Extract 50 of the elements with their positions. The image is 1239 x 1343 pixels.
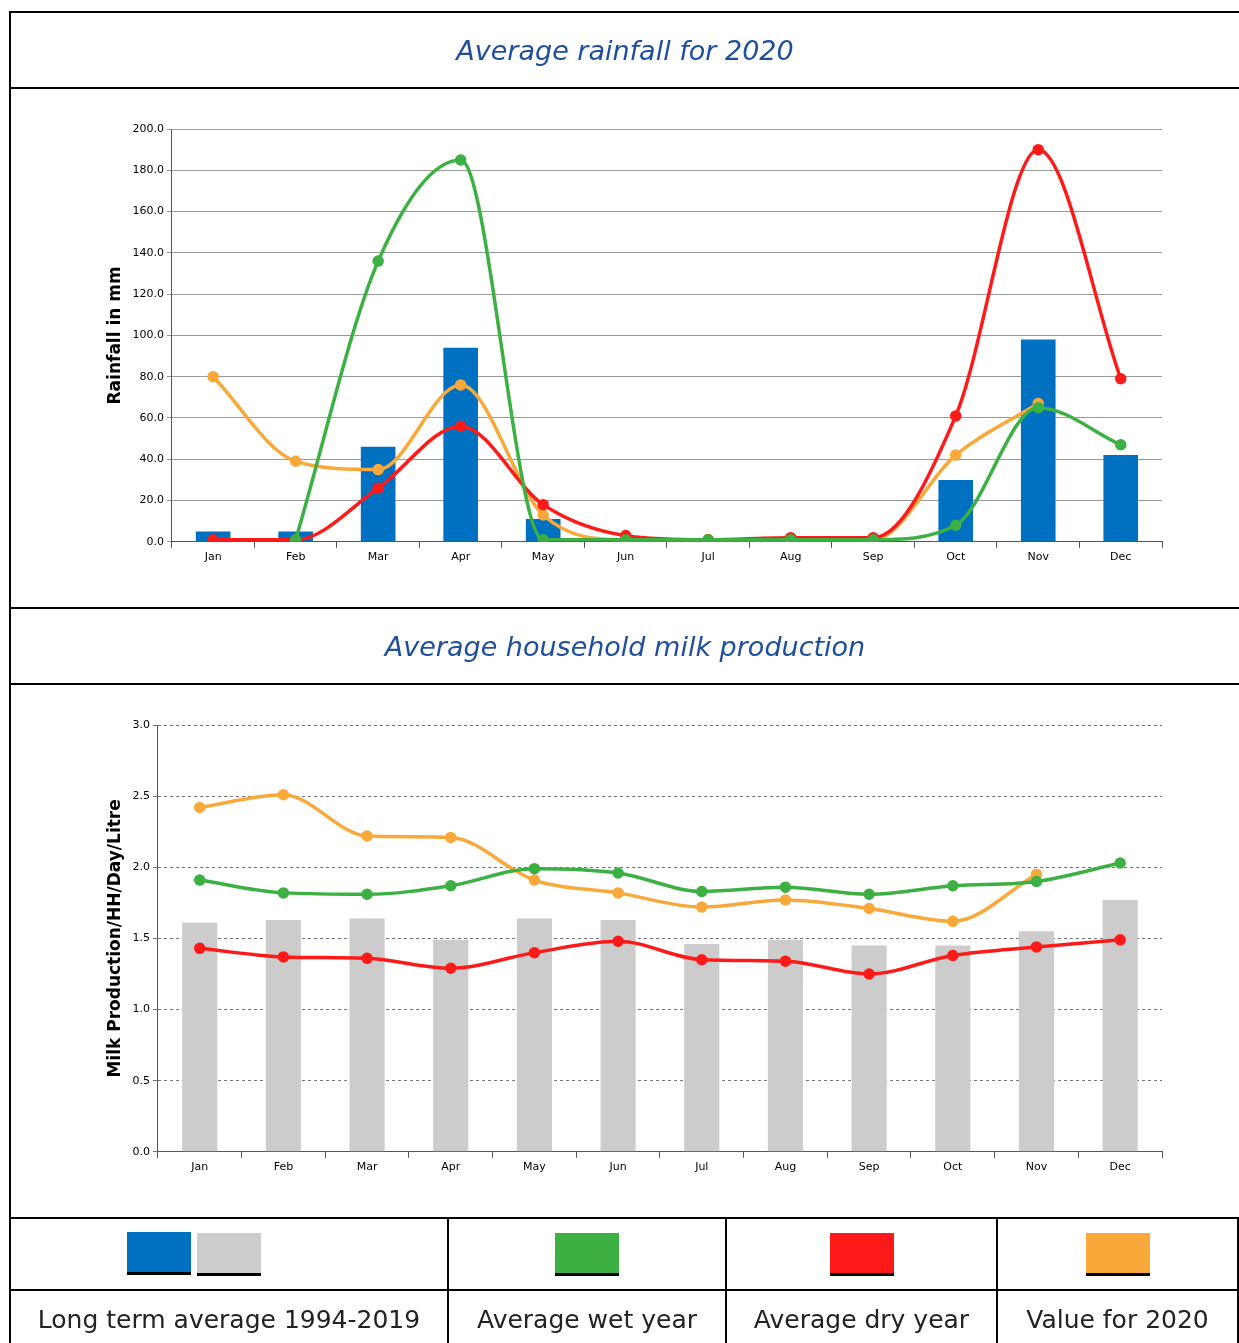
x-tick-label: Mar — [356, 1160, 378, 1174]
x-tick-label: Oct — [946, 550, 966, 564]
y-axis-title: Milk Production/HH/Day/Litre — [103, 799, 124, 1078]
y-tick-label: 20.0 — [139, 493, 164, 507]
x-tick-label: Apr — [451, 550, 471, 564]
y-axis-title: Rainfall in mm — [103, 266, 124, 405]
y-tick-label: 0.0 — [132, 1144, 150, 1158]
y-tick-label: 0.5 — [132, 1073, 150, 1087]
x-tick-label: Jan — [203, 550, 222, 564]
y-tick-label: 40.0 — [139, 452, 164, 466]
y-tick-label: 1.5 — [132, 931, 150, 945]
x-tick-label: Oct — [943, 1160, 963, 1174]
x-tick-label: Nov — [1025, 1160, 1048, 1174]
x-tick-label: Feb — [273, 1160, 294, 1174]
y-tick-label: 0.0 — [146, 534, 164, 548]
x-tick-label: Apr — [441, 1160, 461, 1174]
x-tick-label: Aug — [774, 1160, 797, 1174]
x-tick-label: Nov — [1027, 550, 1050, 564]
y-tick-label: 2.5 — [132, 788, 150, 802]
x-tick-label: Jun — [616, 550, 635, 564]
x-tick-label: Aug — [779, 550, 802, 564]
y-tick-label: 120.0 — [132, 286, 164, 300]
x-tick-label: Jan — [190, 1160, 209, 1174]
legend-label: Value for 2020 — [1025, 1303, 1210, 1336]
y-tick-label: 1.0 — [132, 1002, 150, 1016]
x-tick-label: Dec — [1110, 550, 1132, 564]
x-tick-label: Jul — [694, 1160, 709, 1174]
y-tick-label: 2.0 — [132, 860, 150, 874]
y-tick-label: 180.0 — [132, 163, 164, 177]
x-tick-label: Jun — [608, 1160, 627, 1174]
y-tick-label: 140.0 — [132, 245, 164, 259]
x-tick-label: Sep — [858, 1160, 880, 1174]
y-tick-label: 200.0 — [132, 121, 164, 135]
x-tick-label: May — [523, 1160, 547, 1174]
legend-label: Average dry year — [752, 1303, 971, 1336]
x-tick-label: Dec — [1109, 1160, 1131, 1174]
x-tick-label: Feb — [285, 550, 306, 564]
chart-title: Average rainfall for 2020 — [11, 11, 1239, 89]
x-tick-label: Sep — [862, 550, 884, 564]
x-tick-label: Jul — [700, 550, 715, 564]
legend-label: Average wet year — [476, 1303, 698, 1336]
y-tick-label: 160.0 — [132, 204, 164, 218]
x-tick-label: May — [531, 550, 556, 564]
legend-label: Long term average 1994-2019 — [36, 1303, 422, 1336]
chart-title: Average household milk production — [11, 607, 1239, 685]
y-tick-label: 80.0 — [139, 369, 164, 383]
x-tick-label: Mar — [367, 550, 390, 564]
y-tick-label: 60.0 — [139, 410, 164, 424]
y-tick-label: 3.0 — [132, 717, 150, 731]
y-tick-label: 100.0 — [132, 328, 164, 342]
